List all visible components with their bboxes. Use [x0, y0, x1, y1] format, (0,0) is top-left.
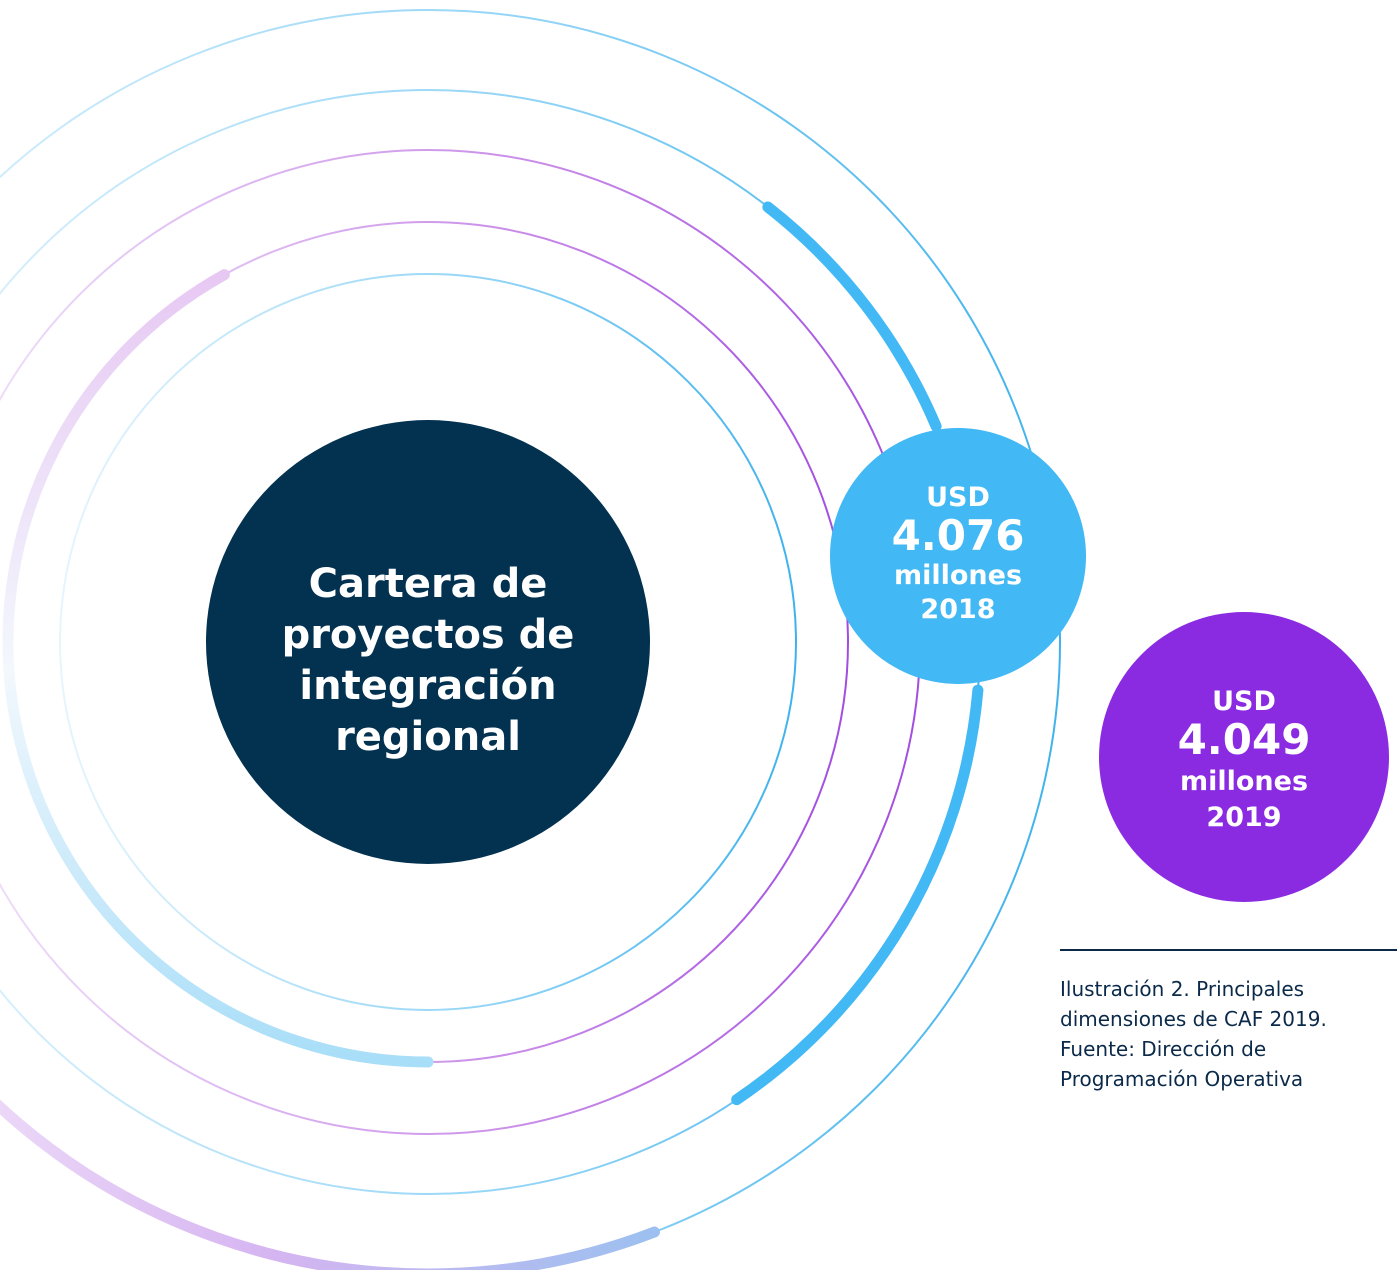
- arc: [762, 201, 942, 432]
- bubble-unit: millones: [894, 560, 1022, 591]
- center-text: Cartera de: [309, 561, 548, 607]
- ring: [59, 273, 797, 1011]
- caption: Ilustración 2. Principales: [1060, 977, 1304, 1001]
- bubble-currency: USD: [926, 482, 990, 513]
- arc: [0, 1099, 660, 1270]
- bubble-2018: [830, 428, 1086, 684]
- caption: Fuente: Dirección de: [1060, 1037, 1266, 1061]
- center-circle: [206, 420, 650, 864]
- ring: [0, 9, 1061, 1270]
- bubble-year: 2018: [920, 594, 995, 625]
- bubble-amount: 4.049: [1178, 715, 1311, 764]
- bubble-currency: USD: [1212, 686, 1276, 717]
- bubble-2019: [1099, 612, 1389, 902]
- center-text: integración: [299, 663, 556, 709]
- bubble-year: 2019: [1206, 802, 1281, 833]
- center-text: proyectos de: [282, 612, 575, 658]
- caption: dimensiones de CAF 2019.: [1060, 1007, 1327, 1031]
- arcs: [0, 201, 984, 1270]
- bubble-amount: 4.076: [892, 511, 1025, 560]
- caption: Programación Operativa: [1060, 1067, 1303, 1091]
- center-text: regional: [335, 714, 521, 760]
- arc: [2, 269, 434, 1068]
- bubble-unit: millones: [1180, 766, 1308, 797]
- arc: [731, 684, 984, 1106]
